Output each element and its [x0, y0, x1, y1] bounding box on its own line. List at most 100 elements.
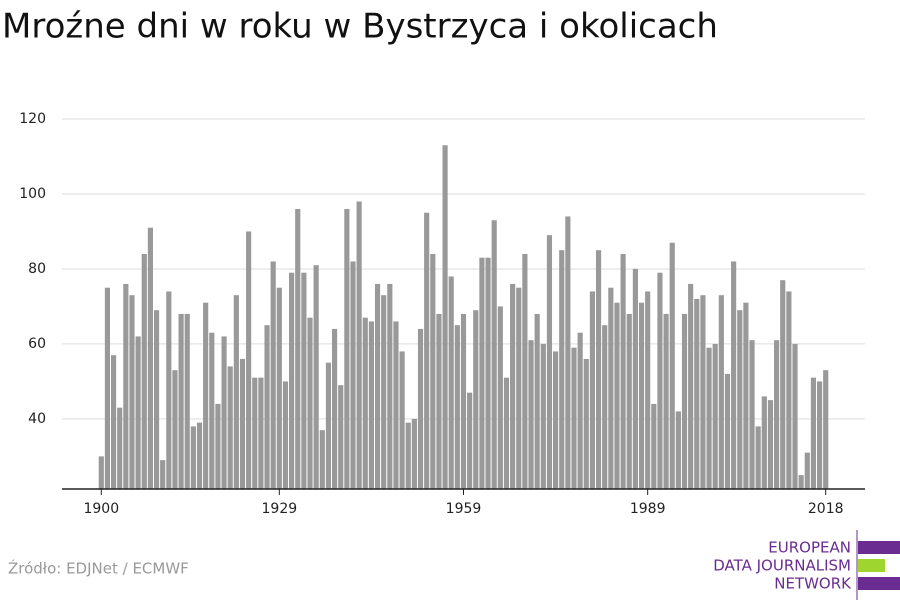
bar [479, 257, 485, 489]
bar [571, 347, 577, 489]
bar [755, 426, 761, 489]
bar [694, 298, 700, 489]
bar [546, 235, 553, 489]
bar [104, 287, 111, 489]
bar [595, 250, 602, 489]
bar [307, 317, 313, 489]
bar [430, 253, 436, 489]
bar [399, 351, 405, 489]
bar [528, 340, 534, 489]
bar [491, 220, 497, 489]
bar [424, 212, 430, 490]
bar [178, 313, 184, 489]
bar [608, 287, 614, 489]
logo-bar [858, 559, 885, 572]
source: Źródło: EDJNet / ECMWF [8, 559, 189, 578]
bar [700, 295, 706, 489]
bar [246, 231, 252, 489]
bar [215, 403, 221, 489]
bar [258, 377, 264, 489]
bar [614, 302, 620, 489]
x-tick-label: 1989 [630, 501, 666, 517]
bar [473, 310, 479, 489]
bar [166, 291, 172, 489]
bar [706, 347, 712, 489]
bar [780, 280, 786, 489]
x-tick-label: 1929 [262, 501, 298, 517]
bar [282, 381, 289, 489]
bar [129, 295, 135, 489]
x-tick-label: 1900 [83, 501, 119, 517]
bar [405, 422, 411, 489]
x-tick-label: 2018 [808, 501, 844, 517]
bar [117, 407, 123, 489]
bar [147, 227, 153, 490]
bar [209, 332, 215, 489]
bar [620, 253, 626, 489]
bar [645, 291, 651, 489]
bar [485, 257, 491, 489]
y-tick-label: 120 [19, 111, 46, 127]
bar [387, 283, 393, 489]
bar [98, 456, 104, 489]
bar [503, 377, 510, 489]
bar [632, 268, 638, 489]
bar [675, 411, 681, 489]
bar [295, 208, 301, 489]
logo-text: EUROPEAN [768, 539, 851, 557]
bar [510, 283, 516, 489]
bar [761, 396, 767, 489]
bar [350, 261, 356, 489]
bar [110, 355, 117, 489]
bar [540, 343, 546, 489]
bar [816, 381, 823, 489]
bar [688, 283, 694, 489]
bar [724, 373, 731, 489]
bar [160, 460, 166, 489]
bar [411, 418, 417, 489]
bar [712, 343, 718, 489]
x-tick-label: 1959 [446, 501, 482, 517]
logo-bar [858, 541, 900, 554]
bar [731, 261, 737, 489]
bar [516, 287, 522, 489]
bar [460, 313, 467, 489]
bar [153, 310, 160, 489]
bar [338, 385, 344, 489]
y-tick-label: 60 [28, 336, 46, 352]
bar [221, 336, 227, 489]
bar [651, 403, 657, 489]
bar [522, 253, 528, 489]
bar [602, 325, 608, 489]
logo-bar [858, 577, 900, 590]
bar [331, 328, 338, 489]
bar [442, 145, 448, 489]
bar [497, 306, 503, 489]
y-tick-label: 40 [28, 411, 46, 427]
bar [798, 475, 804, 489]
bar [203, 302, 209, 489]
bar [233, 295, 239, 489]
bar [184, 313, 190, 489]
bar [135, 336, 141, 489]
bar [123, 283, 129, 489]
bar [381, 295, 387, 489]
bar [534, 313, 540, 489]
bar [743, 302, 749, 489]
bar [681, 313, 688, 489]
logo-text: DATA JOURNALISM [713, 557, 851, 575]
bar [626, 313, 632, 489]
bar [276, 287, 282, 489]
bar [325, 362, 332, 489]
bar [577, 332, 583, 489]
bar [313, 265, 319, 489]
bar [239, 358, 246, 489]
bar [559, 250, 565, 489]
bar [657, 272, 663, 489]
bar [804, 452, 810, 489]
y-tick-label: 100 [19, 186, 46, 202]
bar [589, 291, 596, 489]
logo-text: NETWORK [774, 575, 852, 593]
bar [264, 325, 270, 489]
bar [467, 392, 473, 489]
